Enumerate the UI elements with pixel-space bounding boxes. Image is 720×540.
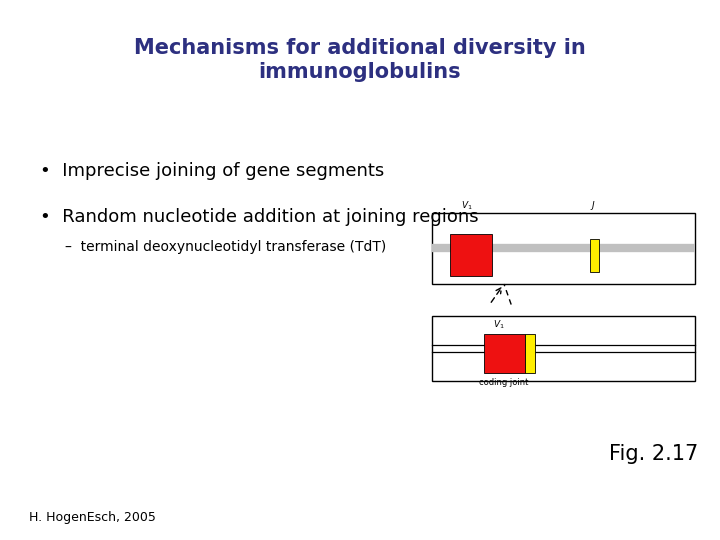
Text: •  Imprecise joining of gene segments: • Imprecise joining of gene segments <box>40 162 384 180</box>
Text: coding joint: coding joint <box>480 378 528 387</box>
Text: $J$: $J$ <box>590 199 596 212</box>
Bar <box>450 234 492 276</box>
Text: Mechanisms for additional diversity in
immunoglobulins: Mechanisms for additional diversity in i… <box>134 38 586 82</box>
Text: H. HogenEsch, 2005: H. HogenEsch, 2005 <box>29 511 156 524</box>
Bar <box>432 316 695 381</box>
Text: $V_1$: $V_1$ <box>493 319 505 331</box>
Bar <box>484 334 525 373</box>
Text: •  Random nucleotide addition at joining regions: • Random nucleotide addition at joining … <box>40 208 478 226</box>
Bar <box>590 239 599 272</box>
Text: Fig. 2.17: Fig. 2.17 <box>609 444 698 464</box>
Text: $V_1$: $V_1$ <box>461 200 472 212</box>
Bar <box>432 213 695 284</box>
Text: –  terminal deoxynucleotidyl transferase (TdT): – terminal deoxynucleotidyl transferase … <box>65 240 386 254</box>
Bar <box>525 334 535 373</box>
